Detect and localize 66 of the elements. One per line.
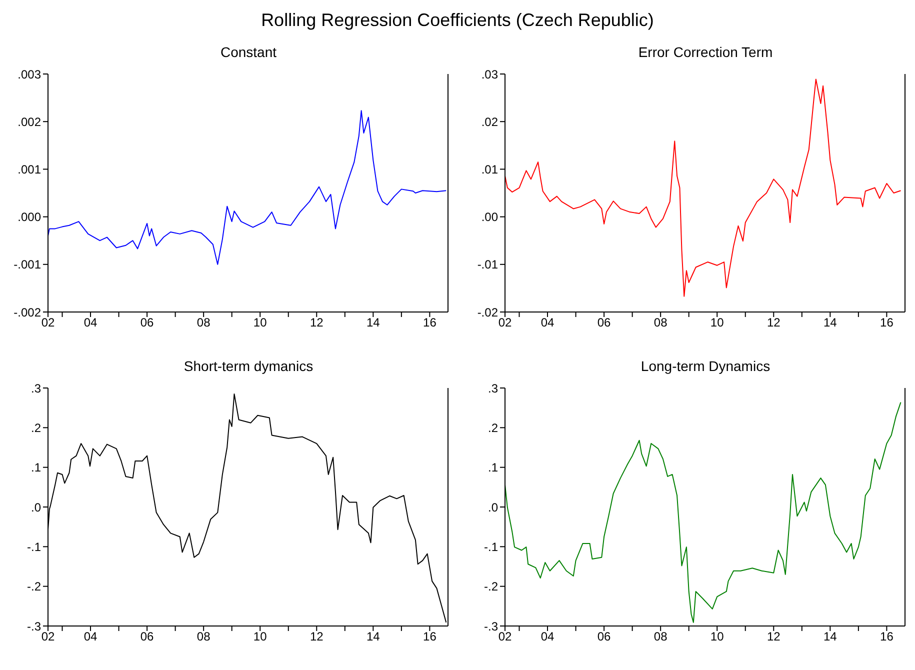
y-tick-label: .0 — [488, 500, 498, 514]
y-tick-label: .1 — [488, 460, 498, 475]
y-tick-label: .3 — [488, 381, 498, 396]
x-tick-label: 04 — [540, 316, 555, 330]
y-tick-label: .2 — [488, 420, 498, 435]
x-tick-label: 16 — [880, 630, 894, 644]
chart-subtitle: Short-term dymanics — [182, 358, 314, 376]
y-tick-label: -.2 — [484, 580, 498, 594]
x-tick-label: 10 — [253, 316, 268, 330]
y-tick-label: -.001 — [14, 258, 42, 272]
x-tick-label: 14 — [823, 630, 838, 644]
y-tick-label: .000 — [18, 210, 42, 224]
x-tick-label: 10 — [253, 630, 268, 644]
x-tick-label: 12 — [766, 630, 781, 644]
y-tick-label: .002 — [18, 114, 42, 129]
y-tick-label: .00 — [481, 210, 498, 224]
x-tick-label: 16 — [423, 630, 437, 644]
y-tick-label: -.2 — [26, 580, 42, 594]
x-tick-label: 02 — [498, 316, 512, 330]
y-tick-label: -.002 — [14, 305, 42, 320]
x-tick-label: 02 — [41, 630, 55, 644]
x-tick-label: 14 — [366, 316, 380, 330]
x-tick-label: 16 — [880, 316, 894, 330]
y-tick-label: .001 — [18, 162, 42, 176]
x-tick-label: 12 — [766, 316, 781, 330]
chart-subtitle: Constant — [219, 44, 278, 62]
y-tick-label: .0 — [30, 500, 42, 514]
x-tick-label: 04 — [540, 630, 555, 644]
x-tick-label: 06 — [140, 316, 154, 330]
x-tick-label: 08 — [654, 316, 668, 330]
x-tick-label: 06 — [140, 630, 154, 644]
x-tick-label: 08 — [196, 316, 211, 330]
x-tick-label: 08 — [654, 630, 668, 644]
y-tick-label: -.1 — [26, 540, 42, 554]
x-tick-label: 12 — [310, 630, 324, 644]
y-tick-label: -.02 — [477, 305, 498, 320]
x-tick-label: 10 — [710, 630, 724, 644]
y-tick-label: -.1 — [484, 540, 498, 554]
x-tick-label: 16 — [423, 316, 437, 330]
y-tick-label: -.3 — [26, 619, 42, 634]
y-tick-label: -.01 — [477, 258, 498, 272]
chart-title: Rolling Regression Coefficients (Czech Republic) — [261, 10, 654, 30]
x-tick-label: 14 — [823, 316, 838, 330]
y-tick-label: .3 — [30, 381, 42, 396]
y-tick-label: .003 — [18, 67, 42, 82]
x-tick-label: 08 — [196, 630, 211, 644]
line-series — [505, 78, 902, 297]
x-tick-label: 10 — [710, 316, 724, 330]
x-tick-label: 12 — [310, 316, 324, 330]
y-tick-label: .1 — [30, 460, 42, 475]
x-tick-label: 06 — [597, 630, 612, 644]
y-tick-label: .2 — [30, 420, 42, 435]
line-series — [48, 110, 447, 265]
x-tick-label: 02 — [41, 316, 55, 330]
y-tick-label: .02 — [481, 114, 498, 129]
chart-subtitle: Long-term Dynamics — [640, 358, 772, 376]
x-tick-label: 04 — [84, 316, 98, 330]
x-tick-label: 14 — [366, 630, 380, 644]
x-tick-label: 06 — [597, 316, 612, 330]
y-tick-label: .03 — [481, 67, 498, 82]
x-tick-label: 04 — [84, 630, 98, 644]
y-tick-label: .01 — [481, 162, 498, 176]
chart-subtitle: Error Correction Term — [637, 44, 774, 62]
line-series — [505, 402, 902, 623]
y-tick-label: -.3 — [484, 619, 498, 634]
x-tick-label: 02 — [498, 630, 512, 644]
